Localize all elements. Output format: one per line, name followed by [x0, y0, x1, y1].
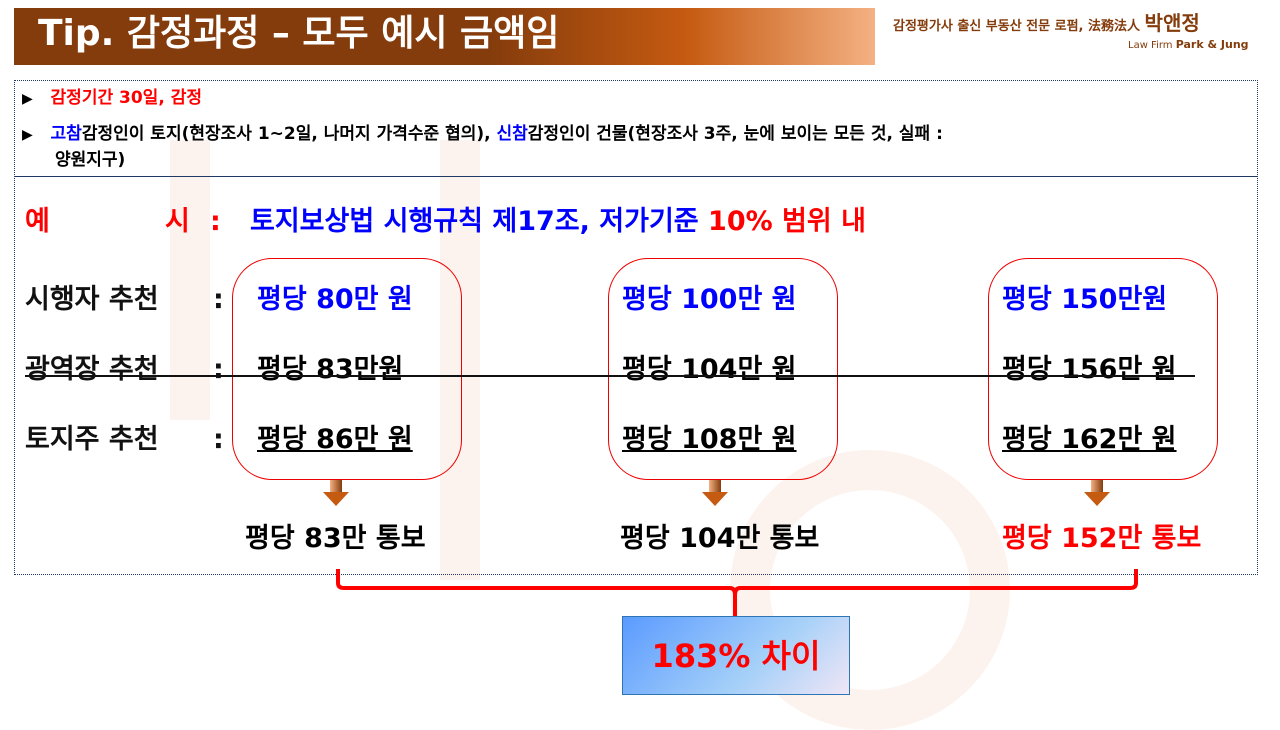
brand-name: 박앤정: [1144, 11, 1200, 35]
page-title: Tip. 감정과정 – 모두 예시 금액임: [38, 13, 560, 54]
down-arrow-icon: [1084, 492, 1110, 506]
row-label: 광역장 추천: [25, 354, 159, 385]
down-arrow-icon: [709, 480, 721, 492]
summary-text: 183% 차이: [651, 636, 821, 675]
brand-logo: 감정평가사 출신 부동산 전문 로펌, 法務法人 박앤정: [893, 12, 1200, 34]
result-3: 평당 152만 통보: [1002, 523, 1202, 554]
example-rule: 토지보상법 시행규칙 제17조, 저가기준: [250, 206, 709, 237]
bullet-text: 감정인이 토지(현장조사 1~2일, 나머지 가격수준 협의),: [81, 124, 497, 144]
brand-en: Law Firm Park & Jung: [1128, 38, 1249, 52]
bullet-text: 감정인이 건물(현장조사 3주, 눈에 보이는 모든 것, 실패 :: [527, 124, 943, 144]
watermark: [440, 140, 480, 580]
example-label-b: 시: [165, 206, 190, 237]
down-arrow-icon: [330, 480, 342, 492]
value-cell: 평당 108만 원: [622, 424, 797, 455]
row-label: 토지주 추천: [25, 424, 159, 455]
title-bar: [14, 8, 875, 65]
example-box: [14, 176, 1258, 575]
brand-en-name: Park & Jung: [1175, 38, 1249, 51]
value-cell: 평당 150만원: [1002, 284, 1168, 315]
bracket: [336, 569, 1138, 617]
example-label-a: 예: [25, 206, 50, 237]
example-text: 토지보상법 시행규칙 제17조, 저가기준 10% 범위 내: [250, 205, 866, 238]
triangle-bullet-icon: ▶: [22, 127, 33, 143]
bullet-text: 감정기간 30일, 감정: [50, 88, 202, 108]
brand-tagline: 감정평가사 출신 부동산 전문 로펌, 法務法人: [893, 19, 1141, 34]
down-arrow-icon: [1091, 480, 1103, 492]
strikethrough-line: [25, 375, 1195, 377]
result-2: 평당 104만 통보: [620, 523, 820, 554]
down-arrow-icon: [323, 492, 349, 506]
example-colon: :: [210, 206, 221, 237]
bullet-2: ▶ 고참감정인이 토지(현장조사 1~2일, 나머지 가격수준 협의), 신참감…: [22, 124, 943, 145]
example-highlight: 10% 범위 내: [708, 206, 866, 237]
value-cell: 평당 86만 원: [257, 424, 413, 455]
bullet-2-cont: 양원지구): [55, 150, 126, 170]
bullet-1: ▶ 감정기간 30일, 감정: [22, 88, 202, 109]
triangle-bullet-icon: ▶: [22, 91, 33, 107]
value-cell: 평당 80만 원: [257, 284, 413, 315]
value-cell: 평당 100만 원: [622, 284, 797, 315]
brand-en-prefix: Law Firm: [1128, 40, 1173, 51]
value-cell: 평당 83만원: [257, 354, 404, 385]
value-cell: 평당 162만 원: [1002, 424, 1177, 455]
down-arrow-icon: [702, 492, 728, 506]
option-box-1: [232, 258, 462, 480]
result-1: 평당 83만 통보: [245, 523, 426, 554]
row-colon: :: [213, 354, 224, 385]
option-box-3: [988, 258, 1218, 480]
value-cell: 평당 156만 원: [1002, 354, 1177, 385]
row-colon: :: [213, 284, 224, 315]
summary-box: 183% 차이: [622, 616, 850, 695]
bullet-highlight: 신참: [496, 124, 528, 144]
bullet-highlight: 고참: [50, 124, 82, 144]
option-box-2: [608, 258, 838, 480]
row-label: 시행자 추천: [25, 284, 159, 315]
value-cell: 평당 104만 원: [622, 354, 797, 385]
watermark: [170, 140, 210, 420]
row-colon: :: [213, 424, 224, 455]
